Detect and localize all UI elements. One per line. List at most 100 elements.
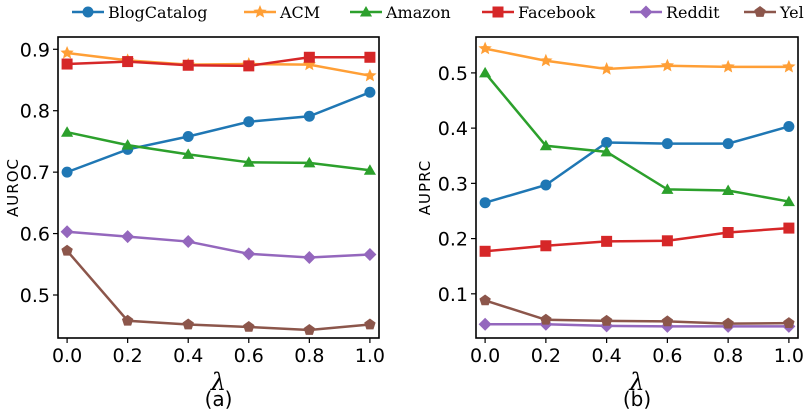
legend-marker-diamond: [639, 5, 653, 19]
data-point: [600, 145, 613, 157]
series-line: [66, 130, 371, 172]
y-tick-label: 0.2: [438, 229, 468, 251]
data-point: [722, 317, 734, 329]
x-tick-label: 0.8: [713, 345, 743, 367]
data-point: [242, 156, 255, 167]
data-point: [782, 195, 795, 207]
panel-caption: (a): [205, 387, 233, 411]
legend-label: BlogCatalog: [108, 3, 208, 22]
series-acm: [478, 41, 796, 75]
legend-label: Reddit: [666, 3, 720, 22]
x-axis-label: λ: [628, 368, 644, 396]
data-point: [601, 136, 613, 148]
data-point: [61, 166, 73, 178]
data-point: [661, 315, 674, 327]
series-line: [66, 91, 371, 174]
legend-item: Facebook: [482, 3, 595, 22]
data-point: [661, 235, 673, 247]
data-point: [122, 56, 134, 68]
series-line: [484, 299, 789, 325]
data-point: [661, 138, 673, 150]
series-blogcatalog: [479, 120, 795, 209]
data-point: [303, 324, 316, 335]
series-facebook: [479, 222, 795, 257]
x-tick-label: 0.2: [113, 345, 143, 367]
data-point: [782, 59, 796, 73]
series-amazon: [479, 66, 795, 207]
y-tick-label: 0.3: [438, 173, 468, 195]
data-point: [181, 235, 195, 249]
data-point: [600, 314, 613, 326]
x-tick-label: 0.0: [470, 345, 500, 367]
series-facebook: [61, 51, 376, 72]
legend-marker-circle: [82, 6, 94, 18]
data-point: [60, 225, 74, 239]
y-tick-label: 0.5: [20, 285, 50, 307]
y-tick-label: 0.4: [438, 118, 468, 140]
data-point: [478, 41, 492, 55]
legend-label: Facebook: [518, 3, 595, 22]
data-point: [599, 62, 614, 75]
x-tick-label: 0.8: [294, 345, 324, 367]
data-point: [121, 314, 134, 326]
data-point: [479, 66, 492, 78]
legend-item: Amazon: [350, 3, 451, 22]
legend-label: YelpChi: [779, 3, 804, 22]
x-tick-label: 1.0: [355, 345, 385, 367]
series-reddit: [60, 225, 377, 265]
data-point: [539, 53, 553, 67]
data-point: [302, 251, 316, 265]
series-yelpchi: [479, 294, 795, 329]
x-tick-label: 0.6: [234, 345, 264, 367]
series-acm: [60, 45, 377, 82]
data-point: [478, 317, 492, 331]
x-tick-label: 1.0: [774, 345, 804, 367]
y-tick-label: 0.1: [438, 284, 468, 306]
x-axis-label: λ: [210, 368, 226, 396]
legend-item: ACM: [244, 3, 320, 22]
data-point: [722, 138, 734, 150]
data-point: [303, 156, 316, 168]
data-point: [182, 148, 195, 159]
legend: BlogCatalog ACM Amazon Facebook Reddit YelpCh…: [72, 3, 804, 22]
chart-panel-b: 0.0 0.2 0.4 0.6 0.8 1.0 0.1 0.2 0.3 0.4 0.5 λ AUPRC (…: [416, 36, 804, 411]
data-point: [363, 164, 376, 175]
legend-label: Amazon: [385, 3, 451, 22]
y-tick-label: 0.7: [20, 162, 50, 184]
x-tick-label: 0.0: [52, 345, 82, 367]
x-tick-label: 0.4: [173, 345, 203, 367]
data-point: [722, 184, 735, 196]
data-point: [182, 59, 194, 71]
data-point: [243, 60, 255, 72]
series-line: [484, 226, 789, 253]
data-point: [783, 222, 795, 234]
data-point: [121, 139, 134, 150]
data-point: [61, 58, 73, 70]
x-tick-label: 0.4: [592, 345, 622, 367]
plot-frame: [57, 36, 380, 339]
data-point: [479, 294, 491, 306]
data-point: [479, 197, 491, 209]
data-point: [539, 139, 552, 151]
panel-caption: (b): [623, 387, 651, 411]
data-point: [783, 120, 795, 132]
data-point: [722, 227, 734, 239]
series-line: [484, 72, 790, 203]
data-point: [60, 45, 74, 59]
x-tick-label: 0.6: [652, 345, 682, 367]
data-point: [61, 126, 74, 137]
data-point: [783, 317, 795, 328]
data-point: [540, 313, 552, 325]
legend-marker-triangle: [359, 6, 373, 17]
x-tick-label: 0.2: [531, 345, 561, 367]
plot-frame: [475, 36, 799, 339]
series-line: [485, 322, 789, 328]
data-point: [242, 247, 256, 261]
data-point: [303, 51, 315, 63]
data-point: [61, 244, 73, 256]
legend-marker-square: [492, 6, 504, 18]
y-tick-label: 0.6: [20, 224, 50, 246]
data-point: [182, 131, 194, 143]
y-axis-label: AUPRC: [416, 160, 434, 215]
